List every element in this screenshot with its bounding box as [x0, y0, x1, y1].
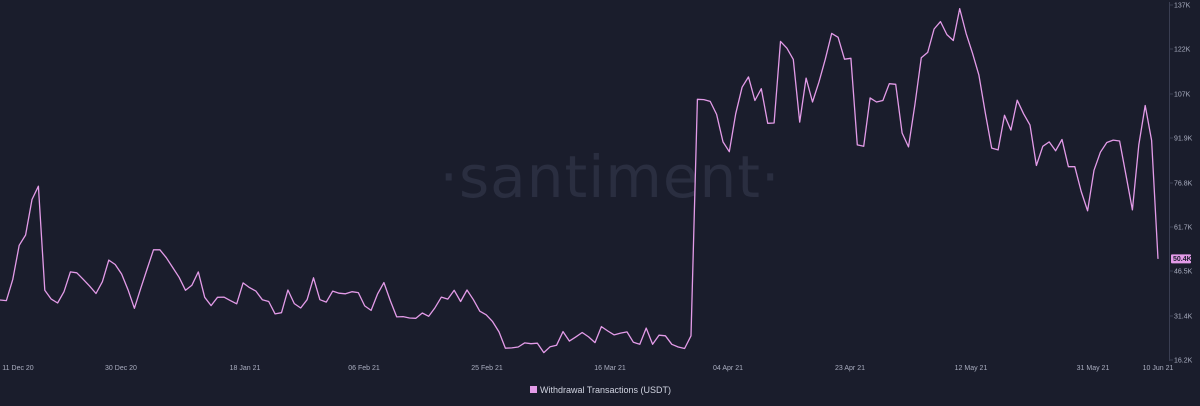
y-tick-label: 76.8K	[1174, 181, 1193, 188]
plot-area: 16.2K 31.4K 46.5K 61.7K 76.8K 91.9K 107K 122K 13…	[0, 2, 1193, 372]
x-tick-label: 23 Apr 21	[835, 365, 865, 372]
legend[interactable]: Withdrawal Transactions (USDT)	[530, 385, 671, 395]
y-tick-label: 91.9K	[1174, 136, 1193, 143]
y-tick-label: 61.7K	[1174, 225, 1193, 232]
x-tick-label: 06 Feb 21	[348, 365, 380, 372]
legend-label: Withdrawal Transactions (USDT)	[540, 385, 671, 395]
x-tick-label: 16 Mar 21	[594, 365, 626, 372]
x-tick-label: 31 May 21	[1077, 365, 1110, 372]
x-tick-label: 10 Jun 21	[1143, 365, 1174, 372]
x-tick-label: 30 Dec 20	[105, 365, 137, 372]
y-tick-label: 122K	[1174, 47, 1191, 54]
y-tick-label: 16.2K	[1174, 358, 1193, 365]
x-tick-label: 11 Dec 20	[2, 365, 33, 372]
x-tick-label: 25 Feb 21	[471, 365, 503, 372]
last-value-label: 50.4K	[1171, 254, 1192, 264]
x-tick-label: 18 Jan 21	[230, 365, 261, 372]
y-tick-label: 31.4K	[1174, 314, 1193, 321]
y-tick-label: 107K	[1174, 92, 1191, 99]
last-value-label-background	[1171, 254, 1191, 264]
y-tick-label: 137K	[1174, 3, 1191, 10]
x-tick-label: 04 Apr 21	[713, 365, 743, 372]
series-line-withdrawal-transactions	[0, 7, 1159, 354]
legend-swatch	[530, 386, 537, 393]
santiment-watermark: ·santiment·	[440, 143, 781, 211]
y-axis-ticks: 16.2K 31.4K 46.5K 61.7K 76.8K 91.9K 107K 122K 13…	[1169, 3, 1193, 365]
last-value-label-text: 50.4K	[1173, 256, 1192, 263]
x-axis-ticks: 11 Dec 20 30 Dec 20 18 Jan 21 06 Feb 21 25 F…	[2, 365, 1173, 372]
series-layer	[0, 7, 1159, 354]
y-tick-label: 46.5K	[1174, 269, 1193, 276]
x-tick-label: 12 May 21	[955, 365, 988, 372]
